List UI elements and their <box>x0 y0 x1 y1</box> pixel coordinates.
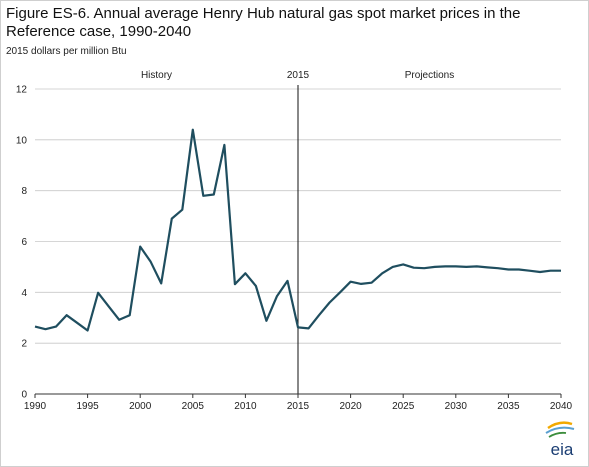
chart-title: Figure ES-6. Annual average Henry Hub na… <box>6 5 521 40</box>
eia-logo-text: eia <box>551 440 574 459</box>
divider-year-label: 2015 <box>287 70 310 81</box>
y-tick-label: 6 <box>21 237 27 248</box>
history-label: History <box>141 70 172 81</box>
x-tick-label: 2035 <box>497 401 520 412</box>
x-tick-label: 2005 <box>182 401 205 412</box>
y-axis-label: 2015 dollars per million Btu <box>6 46 127 57</box>
y-tick-label: 2 <box>21 339 27 350</box>
x-tick-label: 2025 <box>392 401 415 412</box>
x-tick-label: 2000 <box>129 401 152 412</box>
y-tick-label: 4 <box>21 288 27 299</box>
y-tick-label: 8 <box>21 186 27 197</box>
x-tick-label: 2030 <box>445 401 468 412</box>
projections-label: Projections <box>405 70 454 81</box>
x-tick-label: 2015 <box>287 401 310 412</box>
x-tick-label: 2040 <box>550 401 573 412</box>
y-tick-labels: 0 2 4 6 8 10 12 <box>16 85 28 401</box>
eia-logo-icon: eia <box>545 421 575 459</box>
x-tick-label: 1990 <box>24 401 47 412</box>
x-tick-label: 2020 <box>339 401 362 412</box>
y-tick-label: 12 <box>16 85 28 96</box>
y-tick-label: 0 <box>21 390 27 401</box>
price-series-line <box>34 128 561 332</box>
x-tick-labels: 1990 1995 2000 2005 2010 2015 2020 2025 2030 2035… <box>24 394 573 412</box>
x-tick-label: 2010 <box>234 401 257 412</box>
x-tick-label: 1995 <box>76 401 99 412</box>
y-tick-label: 10 <box>16 135 28 146</box>
